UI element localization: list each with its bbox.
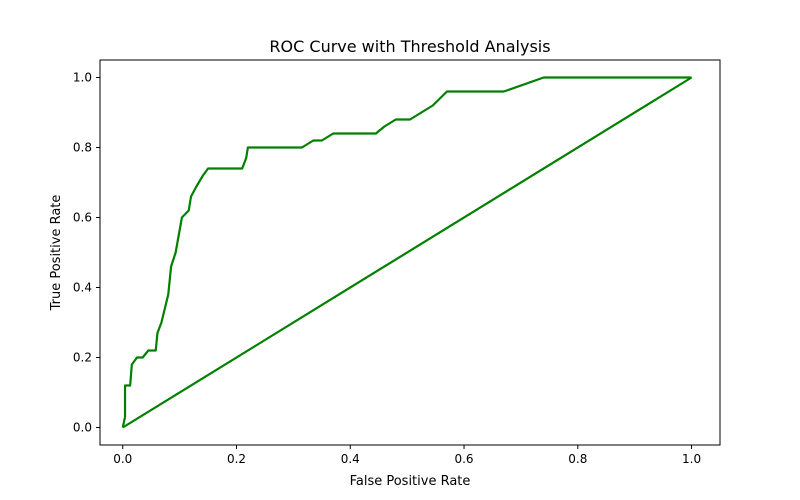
y-axis-ticks: 0.0 0.2 0.4 0.6 0.8 1.0 (73, 71, 100, 435)
y-tick-label: 0.2 (73, 351, 92, 365)
y-tick-label: 0.8 (73, 141, 92, 155)
y-axis-label: True Positive Rate (49, 195, 64, 312)
y-tick-label: 1.0 (73, 71, 92, 85)
x-tick-label: 0.0 (113, 452, 132, 466)
plot-lines (121, 76, 693, 429)
plot-frame (99, 59, 721, 446)
y-tick-label: 0.4 (73, 281, 92, 295)
diagonal-reference-line (122, 76, 693, 429)
roc-curve-line (121, 76, 692, 428)
x-axis-ticks: 0.0 0.2 0.4 0.6 0.8 1.0 (113, 445, 701, 466)
x-tick-label: 0.6 (454, 452, 473, 466)
y-tick-label: 0.6 (73, 211, 92, 225)
y-tick-label: 0.0 (73, 421, 92, 435)
x-tick-label: 0.2 (227, 452, 246, 466)
x-tick-label: 0.4 (341, 452, 360, 466)
x-tick-label: 0.8 (568, 452, 587, 466)
chart-title: ROC Curve with Threshold Analysis (269, 37, 550, 56)
x-tick-label: 1.0 (682, 452, 701, 466)
x-axis-label: False Positive Rate (350, 474, 471, 489)
